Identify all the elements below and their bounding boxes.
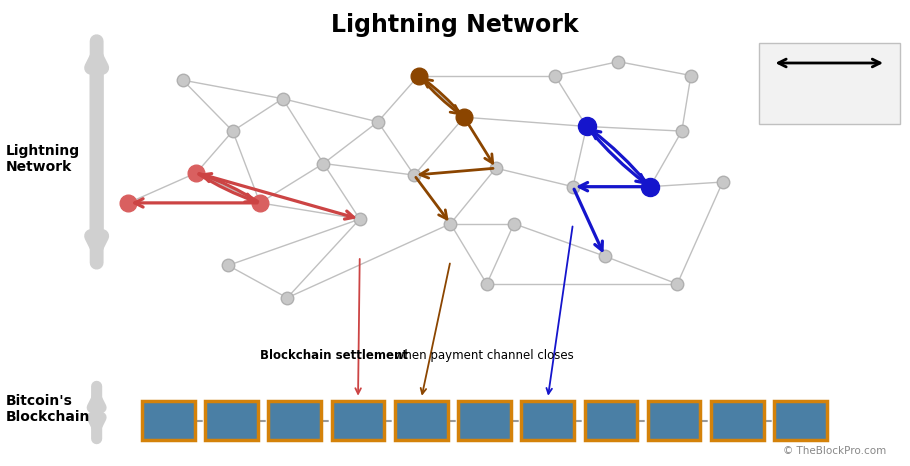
Bar <box>458 401 511 440</box>
Text: Bitcoin's
Blockchain: Bitcoin's Blockchain <box>6 394 90 424</box>
FancyBboxPatch shape <box>759 43 900 124</box>
Bar <box>711 401 763 440</box>
Bar <box>648 401 701 440</box>
Bar <box>142 401 195 440</box>
Bar <box>206 401 258 440</box>
Bar <box>521 401 574 440</box>
Bar <box>268 401 321 440</box>
Bar <box>332 401 384 440</box>
Text: Blockchain settlement: Blockchain settlement <box>260 349 408 362</box>
Text: Lightning Network: Lightning Network <box>331 13 579 37</box>
Bar <box>395 401 448 440</box>
Text: when payment channel closes: when payment channel closes <box>391 349 574 362</box>
Bar <box>584 401 637 440</box>
Bar <box>774 401 827 440</box>
Text: Lightning
Network: Lightning Network <box>6 144 80 174</box>
Text: © TheBlockPro.com: © TheBlockPro.com <box>783 446 886 456</box>
Text: Open
Payment
channel: Open Payment channel <box>804 70 855 113</box>
